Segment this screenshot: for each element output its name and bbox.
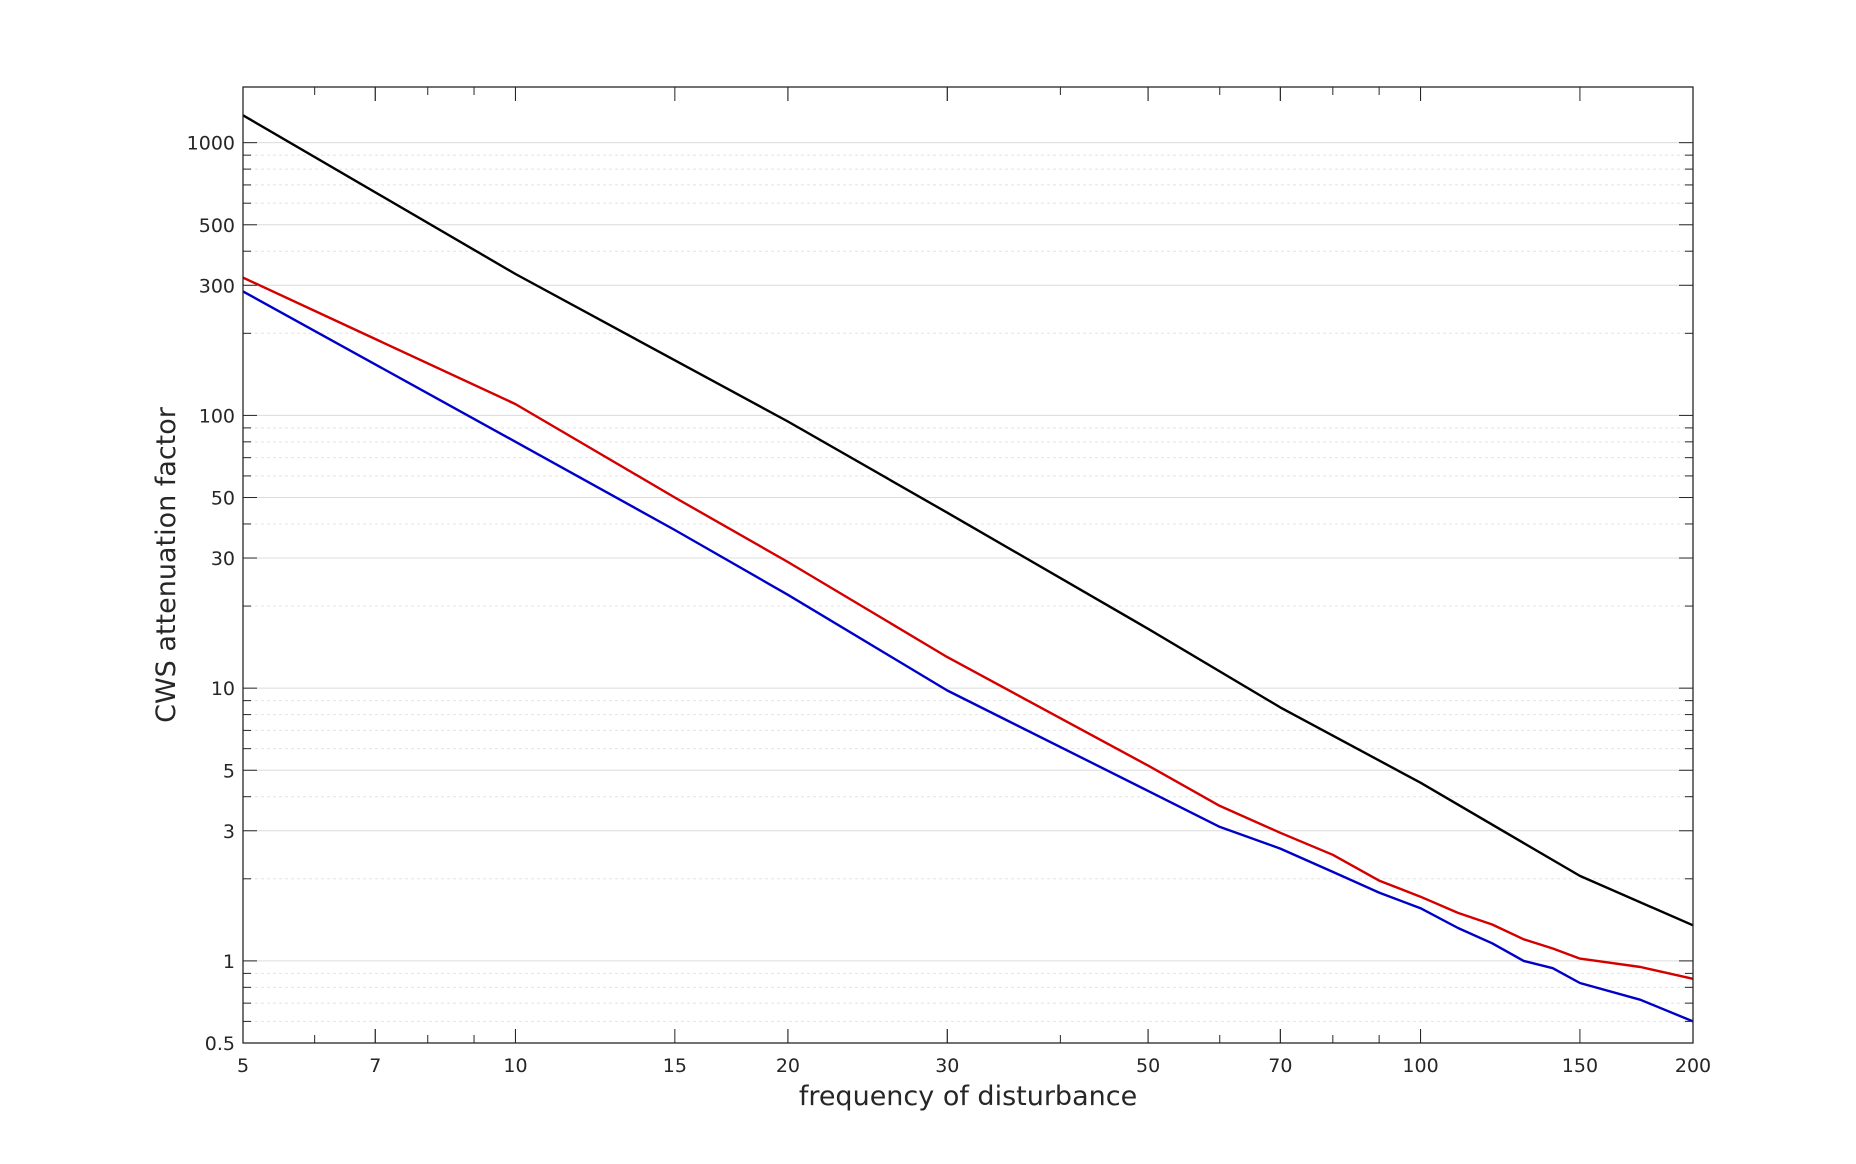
y-tick-label: 500 xyxy=(199,215,235,237)
x-tick-label: 100 xyxy=(1402,1055,1438,1077)
series-line-1 xyxy=(242,114,1694,927)
y-tick-label: 1 xyxy=(223,951,235,973)
y-tick-label: 3 xyxy=(223,821,235,843)
x-axis-label: frequency of disturbance xyxy=(799,1081,1137,1112)
y-tick-label: 30 xyxy=(211,548,235,570)
x-tick-label: 150 xyxy=(1562,1055,1598,1077)
y-tick-label: 100 xyxy=(199,405,235,427)
axis-ticks xyxy=(242,87,1694,1044)
y-tick-label: 300 xyxy=(199,275,235,297)
x-tick-label: 15 xyxy=(663,1055,687,1077)
series-line-2 xyxy=(242,276,1694,980)
y-tick-label: 1000 xyxy=(187,133,235,155)
plot-area-border xyxy=(242,86,1694,1044)
series-lines xyxy=(242,114,1694,1023)
x-tick-label: 20 xyxy=(776,1055,800,1077)
x-tick-label: 30 xyxy=(935,1055,959,1077)
x-tick-label: 50 xyxy=(1136,1055,1160,1077)
y-tick-label: 0.5 xyxy=(205,1033,235,1055)
major-gridlines xyxy=(243,142,1693,1044)
x-tick-label: 5 xyxy=(237,1055,249,1077)
y-tick-label: 10 xyxy=(211,678,235,700)
minor-gridlines xyxy=(243,154,1693,1022)
y-tick-labels: 0.5 1 3 5 10 30 50 100 300 500 1000 xyxy=(187,133,235,1055)
x-tick-label: 70 xyxy=(1268,1055,1292,1077)
x-tick-label: 200 xyxy=(1675,1055,1711,1077)
y-tick-label: 50 xyxy=(211,488,235,510)
x-tick-labels: 5 7 10 15 20 30 50 70 100 150 200 xyxy=(237,1055,1711,1077)
x-tick-label: 7 xyxy=(369,1055,381,1077)
series-line-3 xyxy=(242,290,1694,1023)
y-tick-label: 5 xyxy=(223,760,235,782)
y-axis-label: CWS attenuation factor xyxy=(151,406,182,723)
x-tick-label: 10 xyxy=(503,1055,527,1077)
